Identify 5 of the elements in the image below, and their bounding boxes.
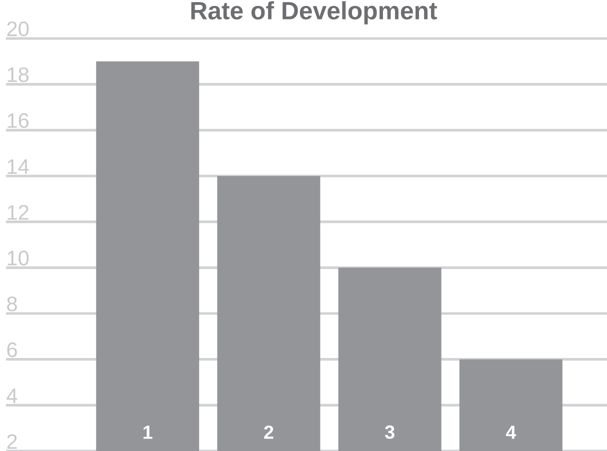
chart-title: Rate of Development (191, 1, 438, 24)
x-tick-label: 2 (264, 426, 274, 439)
x-tick-label: 1 (144, 426, 152, 439)
x-tick-label: 3 (385, 425, 394, 439)
x-tick-label: 4 (506, 426, 516, 439)
